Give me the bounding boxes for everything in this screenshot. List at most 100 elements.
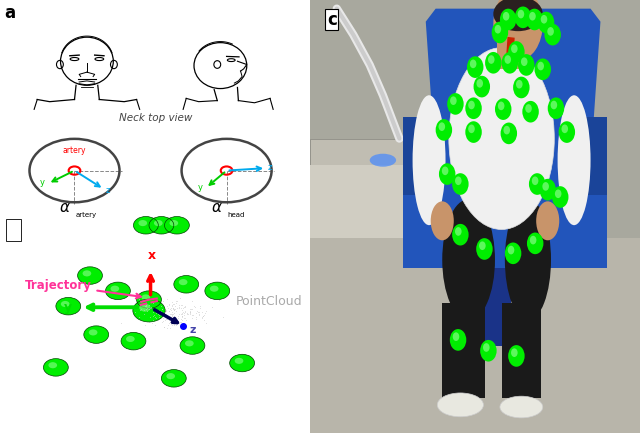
Circle shape [166,373,175,379]
Circle shape [522,101,539,123]
Circle shape [179,279,188,285]
Circle shape [126,336,134,342]
Circle shape [480,340,497,362]
Ellipse shape [493,0,543,31]
Circle shape [438,123,445,131]
Circle shape [49,362,57,368]
Ellipse shape [505,199,551,320]
Circle shape [467,56,483,78]
Circle shape [154,220,163,226]
Ellipse shape [536,201,559,240]
Circle shape [540,179,556,200]
Bar [506,37,515,57]
Circle shape [545,24,561,45]
Circle shape [521,58,527,66]
Bar [497,35,520,69]
Circle shape [530,236,536,244]
Circle shape [476,79,483,87]
Text: Neck top view: Neck top view [118,113,192,123]
Circle shape [83,270,92,276]
Circle shape [133,299,165,322]
Circle shape [121,333,146,350]
Circle shape [452,333,460,341]
Bar [459,268,511,346]
Text: Scan_frame: Scan_frame [87,354,157,367]
Circle shape [511,348,518,357]
Polygon shape [426,9,600,165]
Circle shape [235,358,243,364]
Bar [310,0,640,238]
Text: z: z [106,186,110,195]
Circle shape [476,238,493,260]
Ellipse shape [431,201,454,240]
Circle shape [547,27,554,36]
Circle shape [504,55,511,64]
Circle shape [164,216,189,234]
Text: artery: artery [76,212,97,218]
Circle shape [526,9,543,30]
Text: z: z [268,162,272,171]
Ellipse shape [524,21,532,26]
Circle shape [479,241,486,250]
Circle shape [538,12,554,33]
Text: $\alpha$: $\alpha$ [59,200,70,216]
Circle shape [77,267,102,284]
Circle shape [541,15,547,23]
Bar [310,238,640,433]
Ellipse shape [413,95,445,225]
Bar [442,303,485,398]
Circle shape [498,102,504,110]
Circle shape [548,97,564,119]
Text: Trajectory: Trajectory [25,279,141,298]
Circle shape [492,22,508,43]
Circle shape [518,10,524,19]
Circle shape [542,182,549,191]
Circle shape [508,41,525,63]
Bar [310,139,449,165]
Circle shape [439,163,456,185]
Circle shape [84,326,109,343]
Circle shape [508,345,525,367]
Circle shape [180,337,205,354]
Text: artery: artery [63,146,86,155]
Circle shape [518,54,534,76]
Circle shape [504,126,510,134]
Circle shape [483,343,490,352]
Circle shape [161,370,186,387]
Ellipse shape [504,21,512,26]
Text: PointCloud: PointCloud [236,295,303,308]
Circle shape [516,80,523,89]
Circle shape [550,101,557,109]
Circle shape [502,52,518,74]
Text: b: b [8,221,20,239]
Circle shape [450,329,467,351]
Bar [310,165,449,238]
Circle shape [138,220,147,226]
Circle shape [455,227,461,236]
Circle shape [474,76,490,97]
Circle shape [525,104,532,113]
Text: c: c [327,11,337,29]
Ellipse shape [437,393,483,417]
Circle shape [89,330,97,336]
Circle shape [561,125,568,133]
Circle shape [500,123,517,144]
Circle shape [465,121,482,143]
Ellipse shape [500,396,543,418]
Circle shape [56,297,81,315]
Circle shape [450,97,457,105]
Circle shape [534,58,551,80]
Text: a: a [4,4,16,23]
Circle shape [511,45,518,53]
Circle shape [529,173,545,195]
Circle shape [505,242,522,264]
Bar [403,117,429,195]
Circle shape [230,354,255,372]
Circle shape [452,173,468,195]
Circle shape [559,121,575,143]
Ellipse shape [442,199,495,320]
Bar [580,117,607,195]
Text: $\alpha$: $\alpha$ [211,200,223,216]
Text: z: z [189,325,196,335]
Ellipse shape [493,0,543,61]
